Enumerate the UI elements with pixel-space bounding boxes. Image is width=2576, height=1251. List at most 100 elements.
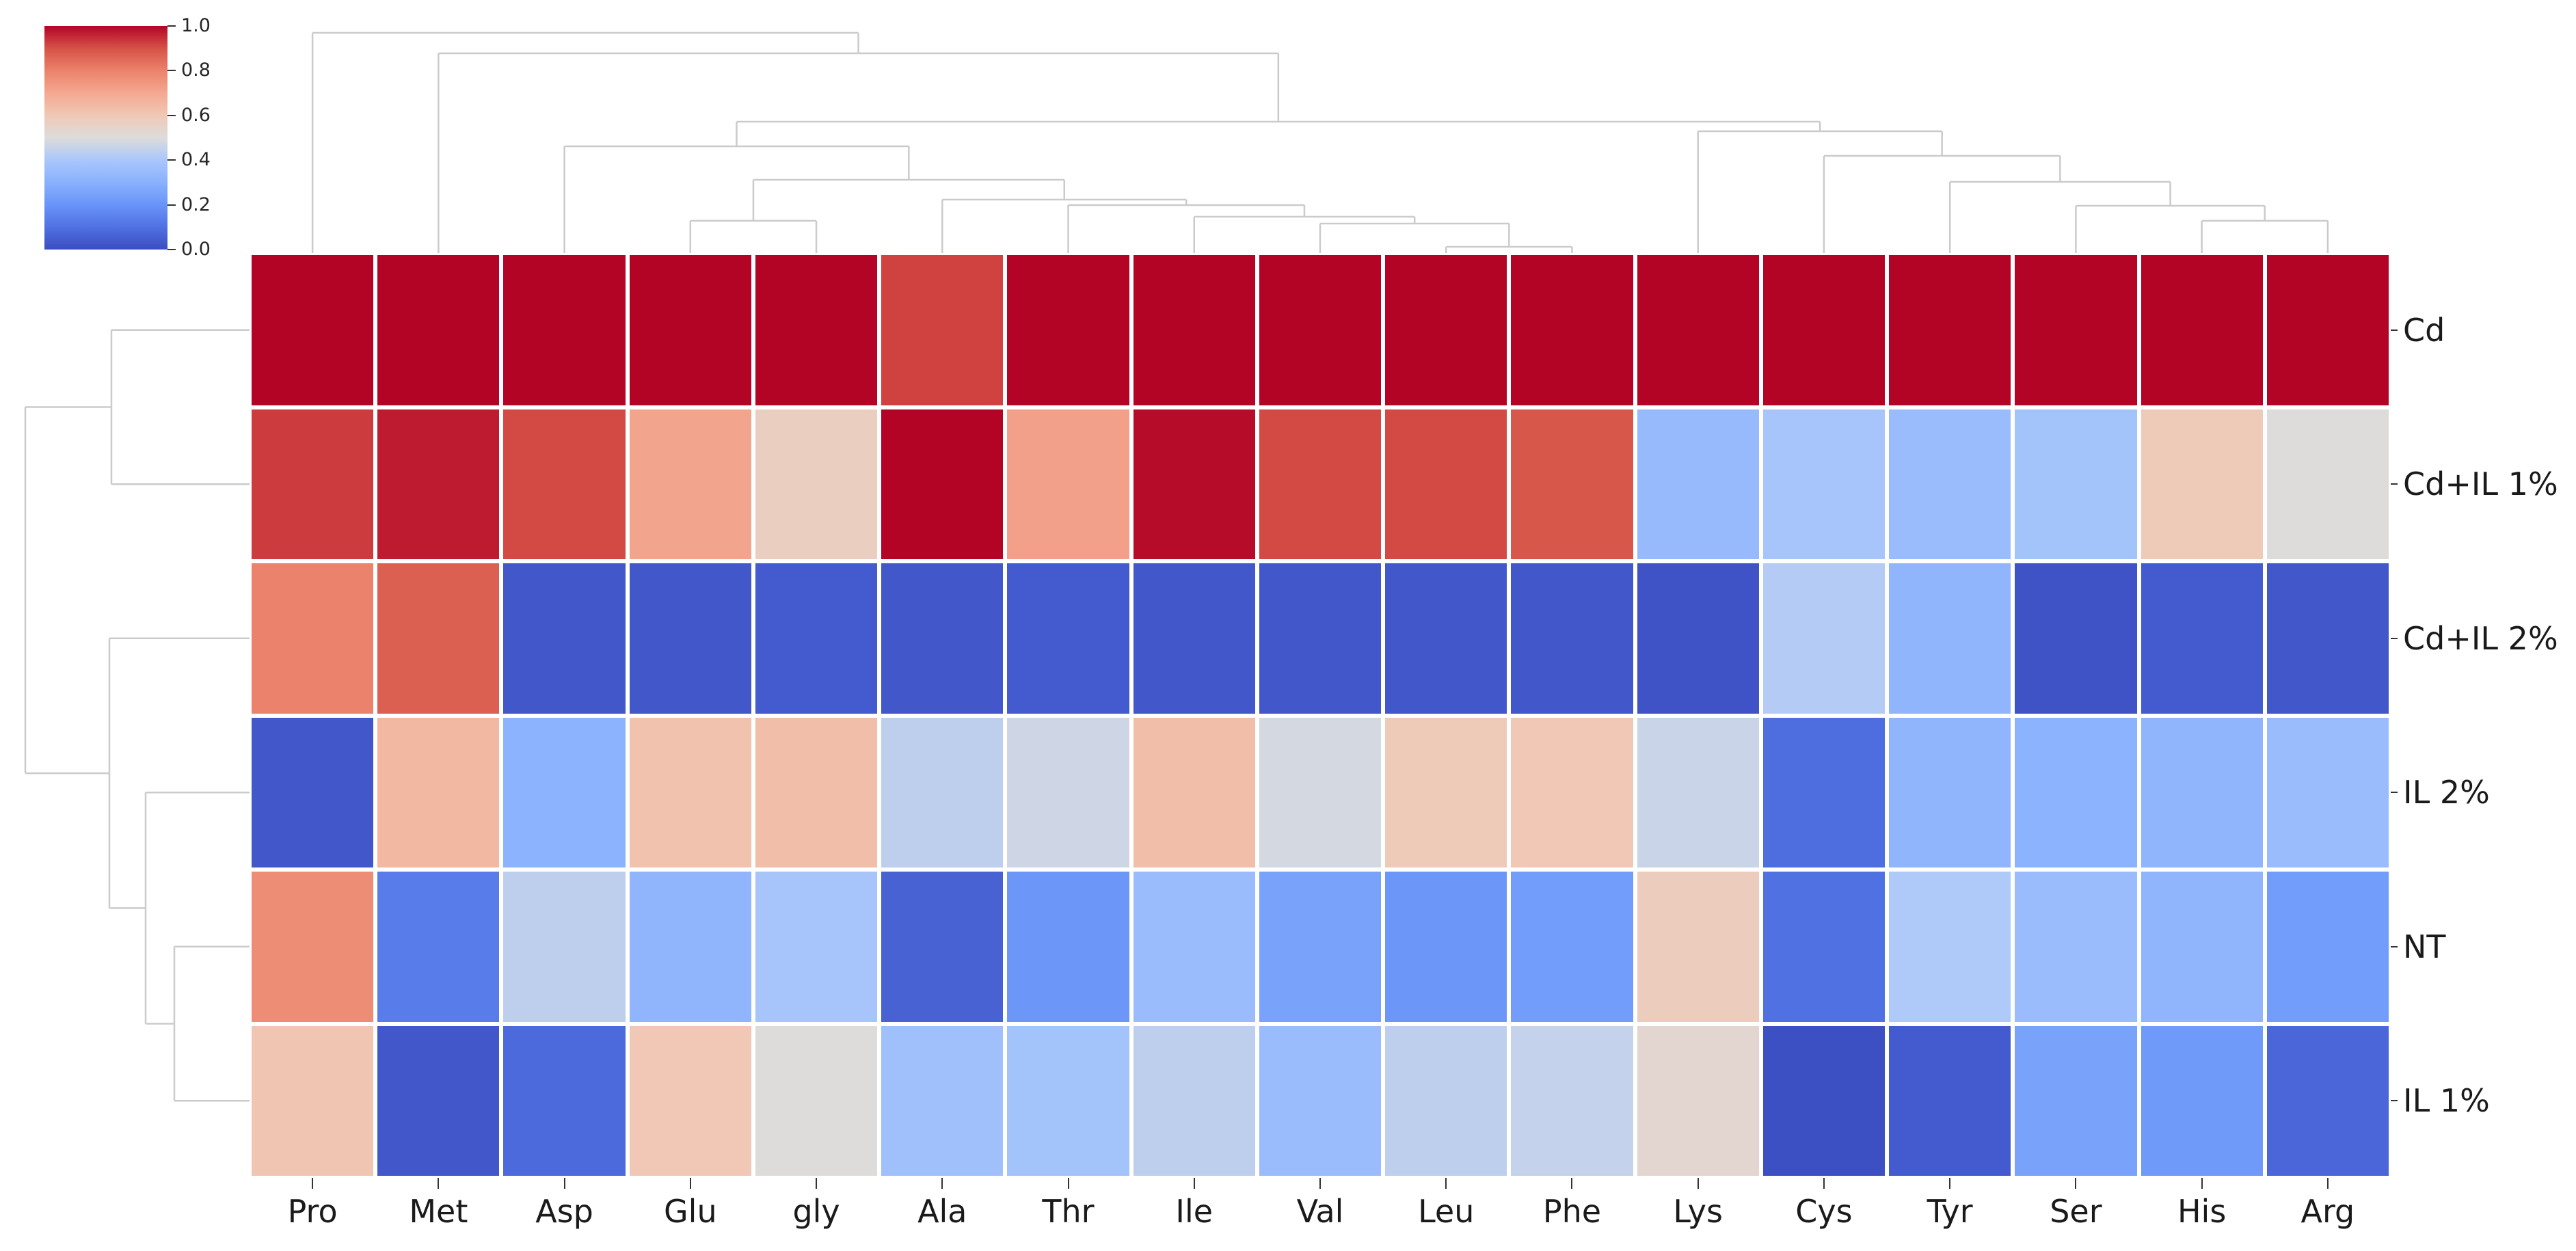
heatmap-cell	[2015, 563, 2137, 714]
x-tick-mark	[312, 1178, 314, 1189]
y-tick-mark	[2391, 329, 2398, 331]
heatmap-cell	[1385, 563, 1507, 714]
colorbar-tick-label: 0.4	[181, 149, 211, 171]
x-tick-label: Val	[1296, 1193, 1344, 1230]
x-tick-mark	[1193, 1178, 1195, 1189]
heatmap-cell	[1007, 409, 1129, 559]
heatmap-cell	[1385, 1025, 1507, 1176]
x-tick-label: Pro	[287, 1193, 338, 1230]
heatmap-cell	[629, 872, 751, 1022]
heatmap-cell	[2266, 717, 2389, 867]
heatmap-cell	[1133, 409, 1255, 559]
heatmap-cell	[881, 717, 1004, 867]
x-tick-mark	[941, 1178, 943, 1189]
heatmap-cell	[755, 563, 878, 714]
heatmap-cell	[2141, 255, 2263, 405]
heatmap-cell	[2015, 1025, 2137, 1176]
y-tick-label: IL 1%	[2403, 1082, 2490, 1120]
x-tick-label: Asp	[535, 1193, 593, 1230]
heatmap-cell	[252, 1025, 374, 1176]
heatmap-cell	[1637, 872, 1759, 1022]
heatmap-cell	[377, 872, 500, 1022]
y-tick-mark	[2391, 483, 2398, 485]
heatmap-cell	[1889, 563, 2011, 714]
heatmap-cell	[252, 255, 374, 405]
colorbar-tick-label: 0.8	[181, 59, 211, 81]
heatmap-cell	[2141, 717, 2263, 867]
colorbar-gradient	[44, 26, 167, 250]
heatmap-cell	[881, 872, 1004, 1022]
heatmap-cell	[1133, 717, 1255, 867]
heatmap-cell	[1511, 409, 1633, 559]
heatmap-cell	[1385, 717, 1507, 867]
x-axis-labels: Pro Met Asp Glu gly Ala Thr Ile Val Leu Phe Lys Cys T…	[250, 1178, 2391, 1246]
heatmap-cell	[503, 717, 626, 867]
heatmap-cell	[503, 563, 626, 714]
y-axis-labels: Cd Cd+IL 1% Cd+IL 2% IL 2% NT IL 1%	[2391, 253, 2575, 1178]
heatmap-cell	[2141, 409, 2263, 559]
y-tick-mark	[2391, 637, 2398, 639]
heatmap-cell	[503, 1025, 626, 1176]
heatmap-cell	[1511, 872, 1633, 1022]
x-tick-label: Ser	[2050, 1193, 2102, 1230]
heatmap-cell	[1259, 563, 1382, 714]
heatmap-cell	[1385, 409, 1507, 559]
x-tick-mark	[438, 1178, 440, 1189]
heatmap-cell	[1762, 409, 1886, 559]
heatmap-cell	[1259, 1025, 1382, 1176]
heatmap-cell	[1889, 872, 2011, 1022]
x-tick-mark	[1697, 1178, 1699, 1189]
heatmap-cell	[1259, 255, 1382, 405]
heatmap-cell	[1007, 255, 1129, 405]
heatmap-cell	[252, 409, 374, 559]
heatmap-cell	[2015, 409, 2137, 559]
colorbar-tick-mark	[167, 25, 176, 27]
x-tick-mark	[2326, 1178, 2329, 1189]
heatmap-cell	[503, 409, 626, 559]
heatmap-cell	[1637, 409, 1759, 559]
heatmap-cell	[2266, 563, 2389, 714]
x-tick-label: Met	[409, 1193, 468, 1230]
heatmap-cell	[881, 255, 1004, 405]
x-tick-mark	[1949, 1178, 1951, 1189]
heatmap-cell	[755, 255, 878, 405]
heatmap-cell	[755, 872, 878, 1022]
x-tick-mark	[2201, 1178, 2203, 1189]
heatmap-cell	[377, 1025, 500, 1176]
x-tick-label: Phe	[1542, 1193, 1602, 1230]
heatmap-cell	[252, 563, 374, 714]
colorbar-tick-label: 0.6	[181, 104, 211, 126]
heatmap-cell	[1511, 1025, 1633, 1176]
x-tick-mark	[1445, 1178, 1447, 1189]
x-tick-label: His	[2177, 1193, 2227, 1230]
heatmap-cell	[629, 717, 751, 867]
heatmap-cell	[503, 872, 626, 1022]
heatmap-cell	[1889, 717, 2011, 867]
heatmap-cell	[1511, 717, 1633, 867]
heatmap-cell	[2015, 717, 2137, 867]
x-tick-label: Tyr	[1927, 1193, 1973, 1230]
heatmap-cell	[1385, 255, 1507, 405]
y-tick-label: Cd+IL 2%	[2403, 619, 2558, 657]
heatmap-cell	[377, 255, 500, 405]
heatmap-cell	[2141, 872, 2263, 1022]
y-tick-mark	[2391, 1100, 2398, 1102]
heatmap-cell	[755, 409, 878, 559]
heatmap-cell	[1007, 1025, 1129, 1176]
y-tick-mark	[2391, 945, 2398, 947]
heatmap-cell	[881, 563, 1004, 714]
heatmap-cell	[1259, 872, 1382, 1022]
colorbar-tick-mark	[167, 114, 176, 116]
colorbar-tick-label: 1.0	[181, 15, 211, 36]
column-dendrogram	[311, 31, 2329, 253]
x-tick-mark	[563, 1178, 565, 1189]
heatmap-cell	[1259, 717, 1382, 867]
x-tick-label: Leu	[1418, 1193, 1475, 1230]
heatmap-cell	[2266, 255, 2389, 405]
colorbar: 1.0 0.8 0.6 0.4 0.2 0.0	[44, 15, 250, 260]
x-tick-label: Ala	[917, 1193, 967, 1230]
x-tick-label: Arg	[2300, 1193, 2355, 1230]
heatmap-cell	[1259, 409, 1382, 559]
y-tick-label: Cd+IL 1%	[2403, 466, 2558, 503]
heatmap-cell	[1889, 409, 2011, 559]
